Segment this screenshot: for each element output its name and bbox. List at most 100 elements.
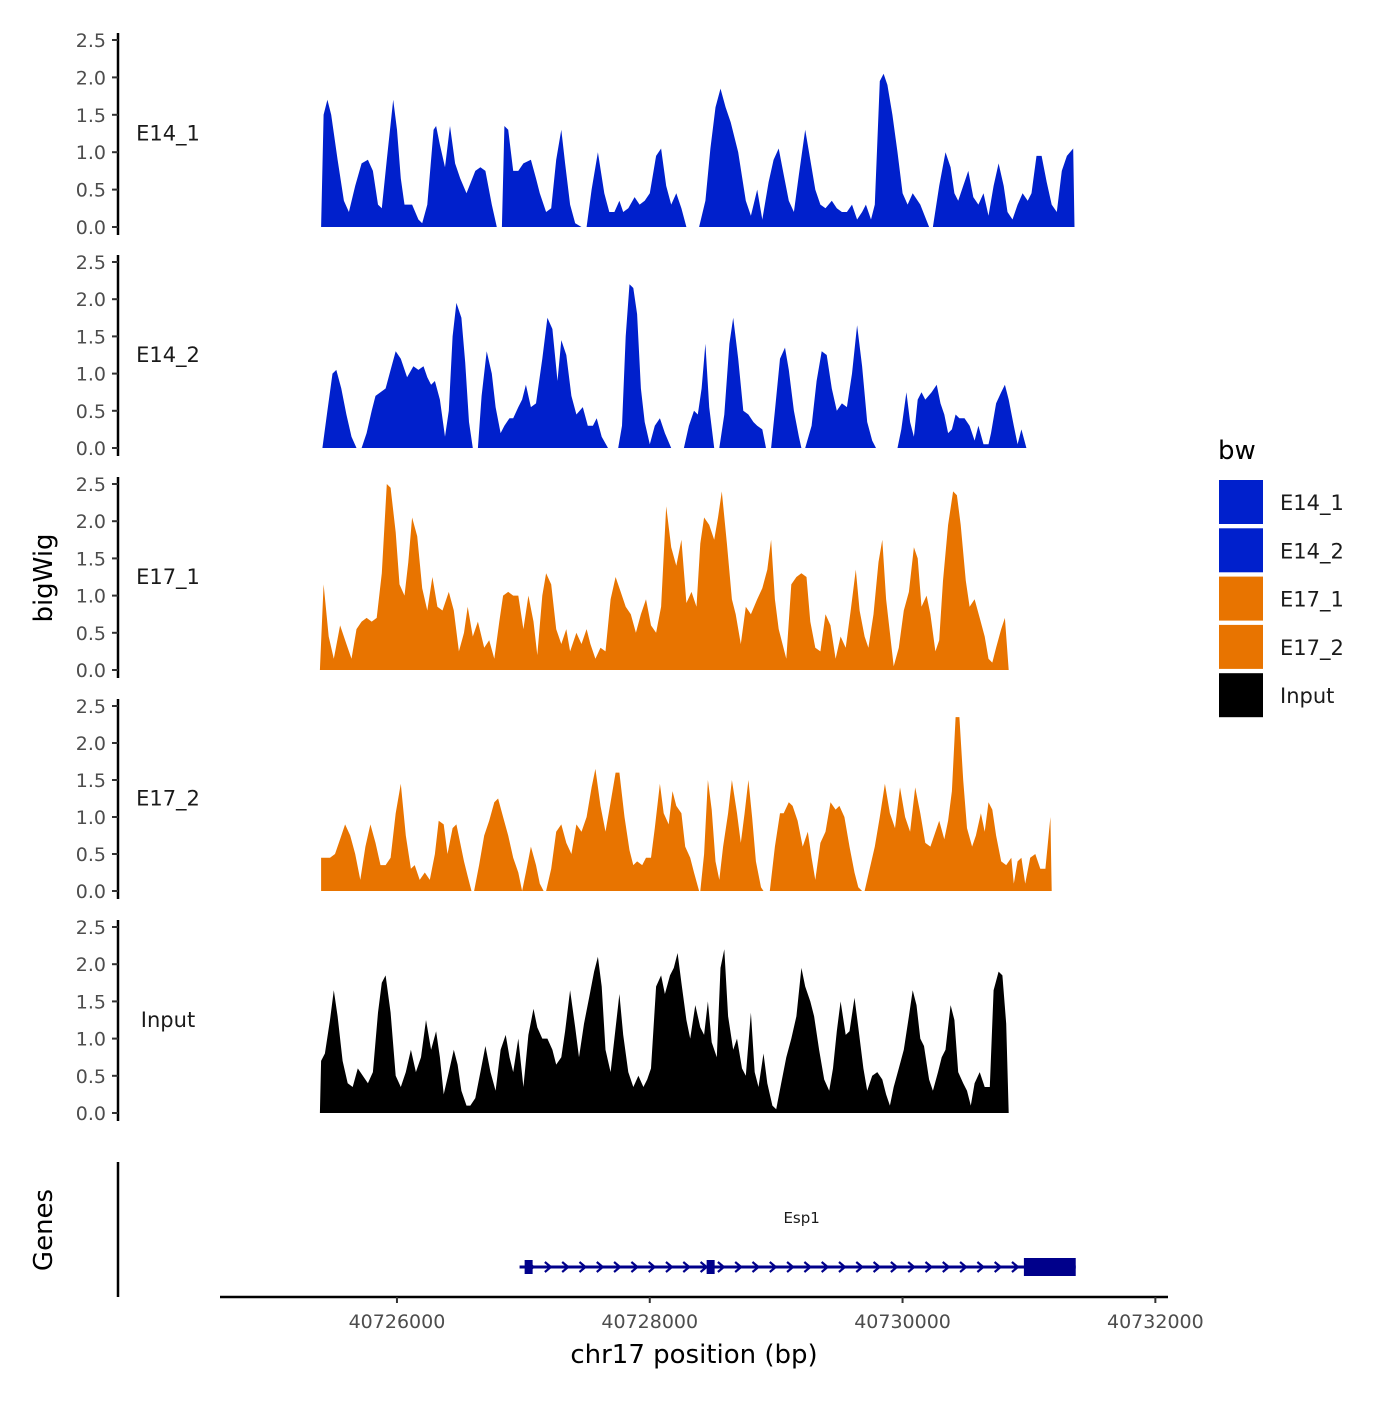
- coverage-area: [321, 99, 497, 227]
- coverage-area: [319, 949, 1009, 1113]
- y-tick-label: 0.0: [76, 1103, 106, 1125]
- coverage-area: [897, 384, 1027, 448]
- legend-swatch: [1219, 673, 1263, 718]
- strand-arrow: [786, 1261, 795, 1273]
- y-tick-label: 1.0: [76, 142, 106, 164]
- track-label: Input: [141, 1008, 195, 1032]
- strand-arrow: [942, 1261, 951, 1273]
- strand-arrow: [769, 1261, 778, 1273]
- coverage-area: [805, 325, 876, 448]
- y-tick-label: 0.5: [76, 180, 106, 202]
- y-tick-label: 1.0: [76, 807, 106, 829]
- coverage-area: [501, 126, 582, 227]
- strand-arrow: [561, 1261, 570, 1273]
- coverage-area: [769, 802, 863, 891]
- legend-title: bw: [1218, 436, 1256, 466]
- coverage-area: [322, 369, 357, 448]
- track-label: E17_2: [136, 787, 200, 812]
- genes-layer: Esp1: [116, 1162, 1076, 1297]
- y-tick-label: 1.0: [76, 364, 106, 386]
- strand-arrow: [578, 1261, 588, 1273]
- y-tick-label: 2.0: [76, 954, 106, 976]
- legend-label: E17_2: [1280, 636, 1344, 661]
- legend-swatch: [1219, 576, 1263, 621]
- y-tick-label: 0.0: [76, 217, 106, 239]
- track-label: E14_2: [136, 343, 200, 368]
- strand-arrow: [751, 1261, 761, 1273]
- legend-label: E14_2: [1280, 539, 1344, 564]
- coverage-area: [683, 343, 715, 448]
- strand-arrow: [613, 1261, 622, 1273]
- strand-arrow: [1011, 1261, 1020, 1273]
- legend-label: Input: [1280, 684, 1334, 708]
- y-tick-label: 2.5: [76, 917, 106, 939]
- strand-arrow: [907, 1261, 916, 1273]
- coverage-area: [586, 148, 687, 227]
- x-axis-title: chr17 position (bp): [570, 1340, 817, 1370]
- coverage-area: [932, 148, 1075, 227]
- coverage-area: [864, 717, 1052, 891]
- tracks-layer: 0.0 0.5 1.0 1.5 2.0 2.5 E14_1 0.0 0.5 1.0 1.5 2.0 2.…: [76, 30, 1075, 1125]
- y-tick-label: 0.5: [76, 623, 106, 645]
- coverage-area: [719, 317, 766, 448]
- gene-name-label: Esp1: [783, 1209, 819, 1227]
- strand-arrow: [630, 1261, 640, 1273]
- y-tick-label: 2.5: [76, 252, 106, 274]
- y-tick-label: 1.5: [76, 105, 106, 127]
- coverage-area: [361, 302, 473, 448]
- gene-exon: [706, 1260, 715, 1274]
- y-tick-label: 2.0: [76, 733, 106, 755]
- coverage-area: [321, 783, 472, 891]
- y-tick-label: 1.5: [76, 326, 106, 348]
- y-tick-label: 1.5: [76, 770, 106, 792]
- y-tick-label: 2.0: [76, 511, 106, 533]
- strand-arrow: [872, 1261, 882, 1273]
- track-label: E14_1: [136, 122, 200, 147]
- y-tick-label: 0.5: [76, 401, 106, 423]
- strand-arrow: [682, 1261, 691, 1273]
- coverage-area: [477, 317, 608, 448]
- x-tick-label: 40728000: [601, 1311, 698, 1333]
- legend-swatch: [1219, 528, 1263, 573]
- y-tick-label: 2.0: [76, 289, 106, 311]
- coverage-area: [474, 798, 544, 891]
- legend-swatch: [1219, 480, 1263, 524]
- y-tick-label: 1.5: [76, 991, 106, 1013]
- strand-arrow: [993, 1261, 1003, 1273]
- y-tick-label: 0.5: [76, 844, 106, 866]
- strand-arrow: [665, 1261, 674, 1273]
- coverage-area: [319, 484, 1009, 670]
- track-E14_2: 0.0 0.5 1.0 1.5 2.0 2.5 E14_2: [76, 252, 1027, 460]
- y-tick-label: 2.0: [76, 67, 106, 89]
- strand-arrow: [699, 1261, 709, 1273]
- strand-arrow: [717, 1261, 726, 1273]
- track-Input: 0.0 0.5 1.0 1.5 2.0 2.5 Input: [76, 917, 1009, 1125]
- gene-exon: [524, 1260, 533, 1274]
- x-tick-label: 40726000: [349, 1311, 446, 1333]
- strand-arrow: [976, 1261, 986, 1273]
- genes-axis-title: Genes: [29, 1189, 59, 1271]
- x-tick-label: 40732000: [1107, 1311, 1204, 1333]
- y-tick-label: 1.5: [76, 548, 106, 570]
- x-tick-label: 40730000: [854, 1311, 951, 1333]
- legend-label: E14_1: [1280, 491, 1344, 516]
- x-axis: 40726000 40728000 40730000 40732000: [220, 1295, 1204, 1333]
- coverage-area: [699, 73, 930, 227]
- y-tick-label: 1.0: [76, 1029, 106, 1051]
- strand-arrow: [890, 1261, 899, 1273]
- y-tick-label: 2.5: [76, 696, 106, 718]
- strand-arrow: [734, 1261, 743, 1273]
- track-E14_1: 0.0 0.5 1.0 1.5 2.0 2.5 E14_1: [76, 30, 1075, 239]
- track-E17_1: 0.0 0.5 1.0 1.5 2.0 2.5 E17_1: [76, 474, 1009, 682]
- y-tick-label: 0.0: [76, 881, 106, 903]
- strand-arrow: [647, 1261, 657, 1273]
- y-tick-label: 0.5: [76, 1066, 106, 1088]
- y-tick-label: 1.0: [76, 586, 106, 608]
- legend-swatch: [1219, 624, 1263, 669]
- gene-exon: [1023, 1258, 1076, 1276]
- strand-arrow: [855, 1261, 864, 1273]
- legend-label: E17_1: [1280, 588, 1344, 613]
- strand-arrow: [838, 1261, 847, 1273]
